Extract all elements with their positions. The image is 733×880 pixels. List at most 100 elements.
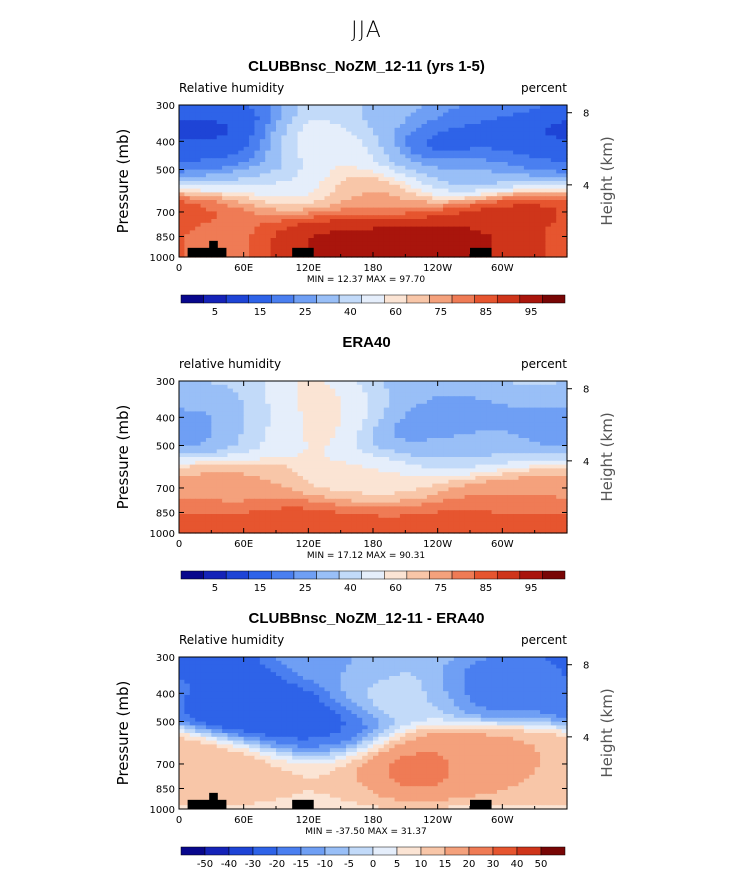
colorbar-label: 40 <box>344 583 357 594</box>
y-tick-label: 300 <box>156 653 175 664</box>
colorbar-swatch <box>301 847 325 855</box>
colorbar-swatch <box>542 295 565 303</box>
colorbar-label: 5 <box>212 307 218 318</box>
colorbar-label: 75 <box>434 307 447 318</box>
colorbar-swatch <box>373 847 397 855</box>
colorbar-label: 95 <box>525 307 538 318</box>
x-tick-label: 120E <box>296 815 321 826</box>
colorbar-swatch <box>397 847 421 855</box>
y-tick-label: 400 <box>156 137 175 148</box>
colorbar-label: 25 <box>299 583 312 594</box>
colorbar-swatch <box>362 571 385 579</box>
colorbar-swatch <box>407 571 430 579</box>
y-tick-label: 1000 <box>150 529 175 540</box>
colorbar-swatch <box>452 571 475 579</box>
x-tick-label: 60E <box>234 539 253 550</box>
colorbar-swatch <box>317 295 340 303</box>
colorbar-swatch <box>469 847 493 855</box>
colorbar-label: 15 <box>254 583 267 594</box>
page-title: JJA <box>0 18 733 43</box>
colorbar-swatch <box>181 571 204 579</box>
colorbar-swatch <box>339 571 362 579</box>
colorbar-label: 85 <box>480 307 493 318</box>
colorbar-swatch <box>497 295 520 303</box>
colorbar-label: 30 <box>487 859 500 870</box>
colorbar-swatch <box>226 295 249 303</box>
chart-panel-1: CLUBBnsc_NoZM_12-11 (yrs 1-5)Relative hu… <box>0 58 733 328</box>
colorbar-swatch <box>542 571 565 579</box>
colorbar-label: -5 <box>344 859 354 870</box>
topography-mask <box>209 793 218 809</box>
topography-mask <box>292 248 314 257</box>
colorbar-swatch <box>204 295 227 303</box>
colorbar-swatch <box>253 847 277 855</box>
y-axis-title: Pressure (mb) <box>114 129 132 234</box>
y-tick-label: 500 <box>156 441 175 452</box>
y-tick-label: 400 <box>156 413 175 424</box>
y2-tick-label: 8 <box>583 109 589 120</box>
x-tick-label: 60W <box>491 263 514 274</box>
topography-mask <box>292 800 314 809</box>
colorbar-label: 20 <box>463 859 476 870</box>
y-tick-label: 850 <box>156 784 175 795</box>
x-tick-label: 120E <box>296 263 321 274</box>
y-axis-title: Pressure (mb) <box>114 405 132 510</box>
colorbar-swatch <box>541 847 565 855</box>
y2-axis-title: Height (km) <box>598 688 616 777</box>
topography-mask <box>470 248 492 257</box>
colorbar-label: 60 <box>389 583 402 594</box>
colorbar-label: 75 <box>434 583 447 594</box>
colorbar-swatch <box>339 295 362 303</box>
colorbar-label: -50 <box>197 859 213 870</box>
colorbar-label: 0 <box>370 859 376 870</box>
x-tick-label: 60W <box>491 815 514 826</box>
colorbar-label: -10 <box>317 859 333 870</box>
colorbar-swatch <box>249 571 272 579</box>
colorbar-label: 15 <box>254 307 267 318</box>
colorbar-swatch <box>181 295 204 303</box>
topography-mask <box>188 248 227 257</box>
x-tick-label: 120E <box>296 539 321 550</box>
min-max-label: MIN = -37.50 MAX = 31.37 <box>305 827 426 837</box>
colorbar-swatch <box>325 847 349 855</box>
colorbar-swatch <box>362 295 385 303</box>
colorbar-swatch <box>294 295 317 303</box>
colorbar-swatch <box>226 571 249 579</box>
colorbar-label: -40 <box>221 859 237 870</box>
y-tick-label: 700 <box>156 208 175 219</box>
colorbar-swatch <box>475 571 498 579</box>
colorbar-swatch <box>181 847 205 855</box>
colorbar-label: 60 <box>389 307 402 318</box>
y-tick-label: 500 <box>156 717 175 728</box>
y-axis-title: Pressure (mb) <box>114 681 132 786</box>
y2-tick-label: 8 <box>583 385 589 396</box>
y-tick-label: 850 <box>156 232 175 243</box>
x-tick-label: 120W <box>423 539 452 550</box>
colorbar-swatch <box>349 847 373 855</box>
colorbar-label: -15 <box>293 859 309 870</box>
y2-tick-label: 4 <box>583 457 589 468</box>
y-tick-label: 700 <box>156 760 175 771</box>
colorbar-swatch <box>271 571 294 579</box>
colorbar-swatch <box>475 295 498 303</box>
y-tick-label: 1000 <box>150 253 175 264</box>
y-tick-label: 1000 <box>150 805 175 816</box>
colorbar-label: -20 <box>269 859 285 870</box>
colorbar-swatch <box>229 847 253 855</box>
topography-mask <box>209 241 218 257</box>
colorbar-swatch <box>493 847 517 855</box>
colorbar-swatch <box>497 571 520 579</box>
y-tick-label: 850 <box>156 508 175 519</box>
y2-tick-label: 4 <box>583 733 589 744</box>
x-tick-label: 180 <box>363 539 382 550</box>
colorbar-label: 5 <box>212 583 218 594</box>
y-tick-label: 300 <box>156 101 175 112</box>
topography-mask <box>470 800 492 809</box>
colorbar-swatch <box>517 847 541 855</box>
